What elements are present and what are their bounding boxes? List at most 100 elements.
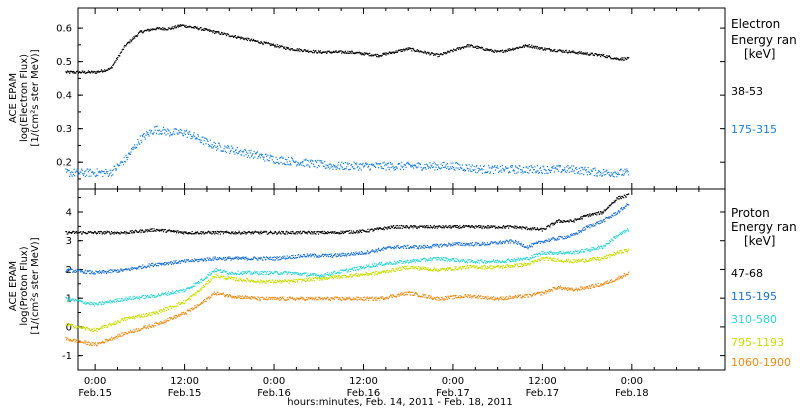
data-point — [116, 58, 118, 60]
data-point — [271, 155, 273, 157]
data-point — [495, 243, 497, 245]
data-point — [82, 302, 84, 304]
data-point — [393, 167, 395, 169]
data-point — [209, 232, 211, 234]
data-point — [583, 168, 585, 170]
data-point — [176, 128, 178, 130]
data-point — [375, 264, 377, 267]
data-point — [219, 277, 221, 279]
data-point — [229, 232, 231, 234]
data-point — [486, 260, 488, 262]
data-point — [169, 262, 171, 264]
data-point — [74, 71, 76, 73]
data-point — [543, 242, 545, 244]
data-point — [197, 283, 199, 285]
data-point — [113, 62, 115, 65]
data-point — [292, 49, 295, 51]
data-point — [315, 277, 317, 279]
data-point — [197, 291, 199, 293]
data-point — [582, 216, 584, 218]
data-point — [272, 256, 275, 258]
data-point — [131, 232, 133, 234]
data-point — [526, 172, 528, 174]
series-115-195 — [65, 203, 630, 275]
data-point — [195, 138, 197, 140]
data-point — [398, 225, 400, 227]
data-point — [288, 164, 290, 166]
data-point — [169, 294, 171, 296]
data-point — [376, 263, 378, 265]
data-point — [576, 52, 578, 54]
data-point — [389, 228, 392, 230]
data-point — [299, 273, 301, 276]
data-point — [308, 231, 310, 233]
data-point — [148, 297, 150, 299]
data-point — [274, 256, 276, 258]
data-point — [449, 245, 452, 247]
data-point — [319, 232, 321, 234]
data-point — [221, 275, 223, 277]
data-point — [461, 242, 463, 244]
data-point — [287, 47, 290, 49]
data-point — [601, 54, 603, 56]
data-point — [417, 246, 419, 249]
data-point — [603, 244, 605, 246]
data-point — [152, 262, 154, 264]
data-point — [600, 54, 602, 56]
data-point — [406, 261, 408, 263]
data-point — [209, 258, 211, 260]
data-point — [244, 149, 246, 151]
data-point — [272, 273, 274, 275]
data-point — [188, 297, 190, 299]
data-point — [465, 244, 467, 246]
data-point — [372, 265, 374, 267]
data-point — [151, 29, 153, 31]
data-point — [514, 172, 516, 174]
data-point — [486, 48, 488, 50]
data-point — [118, 298, 120, 300]
data-point — [142, 264, 144, 266]
data-point — [307, 160, 310, 162]
data-point — [189, 298, 191, 300]
data-point — [124, 161, 126, 163]
data-point — [258, 273, 260, 276]
data-point — [208, 29, 210, 31]
data-point — [352, 52, 354, 54]
data-point — [116, 232, 118, 235]
data-point — [88, 71, 90, 73]
data-point — [77, 70, 79, 72]
data-point — [184, 302, 186, 304]
data-point — [130, 151, 132, 153]
data-point — [250, 233, 252, 235]
data-point — [585, 52, 587, 54]
data-point — [463, 169, 465, 172]
data-point — [259, 282, 261, 284]
data-point — [177, 262, 179, 265]
data-point — [271, 271, 273, 273]
data-point — [337, 51, 339, 53]
data-point — [272, 279, 274, 281]
data-point — [434, 227, 436, 229]
data-point — [375, 248, 377, 250]
data-point — [278, 273, 280, 275]
data-point — [433, 166, 435, 168]
data-point — [499, 242, 501, 244]
data-point — [323, 273, 325, 275]
data-point — [530, 228, 532, 230]
data-point — [433, 257, 435, 259]
data-point — [279, 156, 281, 158]
data-point — [247, 37, 249, 39]
data-point — [603, 245, 605, 247]
data-point — [449, 243, 451, 245]
data-point — [101, 70, 103, 72]
data-point — [618, 233, 620, 236]
data-point — [231, 147, 233, 149]
data-point — [276, 271, 278, 273]
data-point — [509, 260, 511, 262]
data-point — [84, 302, 86, 305]
data-point — [578, 252, 580, 254]
data-point — [625, 171, 627, 173]
data-point — [136, 35, 138, 37]
data-point — [111, 325, 113, 327]
